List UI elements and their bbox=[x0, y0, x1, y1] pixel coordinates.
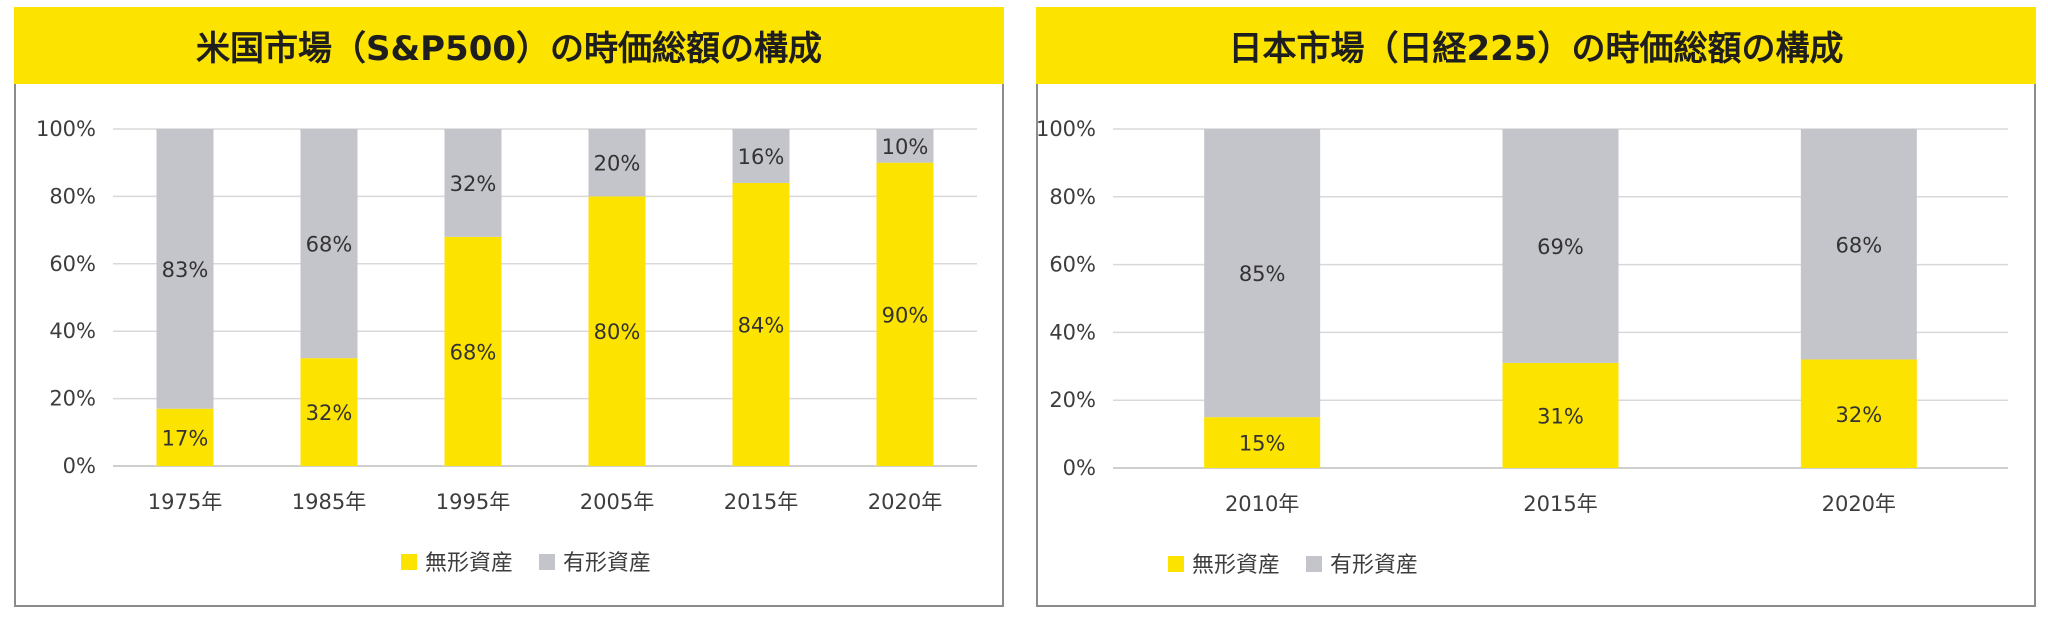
tangible-assets-bar bbox=[876, 129, 934, 163]
intangible-assets-bar bbox=[1204, 417, 1321, 468]
us-market-stacked-bar-chart: 0% 20% 40% 60% 80% 100% 17% 83% 1975年 32% 68% 1985年… bbox=[36, 117, 977, 576]
tangible-assets-data-label: 32% bbox=[450, 172, 497, 196]
legend-swatch-intangible-assets bbox=[1167, 556, 1184, 572]
y-tick-label: 40% bbox=[1049, 320, 1096, 344]
legend-label-tangible-assets: 有形資産 bbox=[1330, 553, 1418, 578]
tangible-assets-data-label: 69% bbox=[1537, 235, 1584, 259]
intangible-assets-data-label: 32% bbox=[1835, 403, 1882, 427]
tangible-assets-data-label: 85% bbox=[1239, 262, 1286, 286]
y-tick-label: 80% bbox=[1049, 185, 1096, 209]
legend-swatch-tangible-assets bbox=[1306, 556, 1322, 572]
japan-market-chart-panel: 日本市場（日経225）の時価総額の構成 0% 20% 40% 60% 80% 100% 15… bbox=[1036, 7, 2036, 607]
legend-label-intangible-assets: 無形資産 bbox=[1192, 553, 1280, 578]
x-category-label: 2020年 bbox=[868, 490, 942, 514]
y-tick-label: 20% bbox=[1049, 388, 1096, 412]
us-chart-legend: 無形資産 有形資産 bbox=[400, 551, 651, 576]
y-tick-label: 80% bbox=[49, 184, 96, 208]
intangible-assets-bar bbox=[876, 162, 934, 466]
tangible-assets-data-label: 83% bbox=[162, 258, 209, 282]
japan-chart-legend: 無形資産 有形資産 bbox=[1167, 553, 1418, 578]
tangible-assets-bar bbox=[1204, 129, 1321, 418]
tangible-assets-bar bbox=[1502, 129, 1619, 363]
intangible-assets-data-label: 90% bbox=[882, 303, 929, 327]
tangible-assets-bar bbox=[300, 129, 358, 359]
japan-market-stacked-bar-chart: 0% 20% 40% 60% 80% 100% 15% 85% 2010年 31% 69% 2015年… bbox=[1038, 117, 2008, 578]
legend-label-intangible-assets: 無形資産 bbox=[425, 551, 513, 576]
us-market-chart-title: 米国市場（S&P500）の時価総額の構成 bbox=[14, 7, 1004, 84]
y-tick-label: 60% bbox=[49, 252, 96, 276]
intangible-assets-data-label: 31% bbox=[1537, 404, 1584, 428]
y-tick-label: 60% bbox=[1049, 253, 1096, 277]
x-category-label: 2020年 bbox=[1822, 492, 1896, 516]
y-tick-label: 0% bbox=[63, 454, 96, 478]
intangible-assets-bar bbox=[1800, 359, 1917, 468]
tangible-assets-bar bbox=[1800, 129, 1917, 360]
x-category-label: 1975年 bbox=[148, 490, 222, 514]
tangible-assets-bar bbox=[588, 129, 646, 197]
intangible-assets-data-label: 17% bbox=[162, 426, 209, 450]
y-tick-label: 100% bbox=[36, 117, 96, 141]
tangible-assets-data-label: 10% bbox=[882, 135, 929, 159]
y-tick-label: 40% bbox=[49, 319, 96, 343]
intangible-assets-bar bbox=[588, 196, 646, 466]
tangible-assets-data-label: 16% bbox=[738, 145, 785, 169]
tangible-assets-data-label: 20% bbox=[594, 152, 641, 176]
intangible-assets-bar bbox=[1502, 362, 1619, 468]
tangible-assets-bar bbox=[732, 129, 790, 183]
intangible-assets-bar bbox=[300, 358, 358, 466]
intangible-assets-data-label: 84% bbox=[738, 313, 785, 337]
x-category-label: 2015年 bbox=[1523, 492, 1597, 516]
intangible-assets-data-label: 68% bbox=[450, 340, 497, 364]
tangible-assets-data-label: 68% bbox=[1835, 233, 1882, 257]
us-market-chart-panel: 米国市場（S&P500）の時価総額の構成 0% 20% 40% 60% 80% 100% 1… bbox=[14, 7, 1004, 607]
intangible-assets-bar bbox=[444, 236, 502, 466]
x-category-label: 2005年 bbox=[580, 490, 654, 514]
tangible-assets-data-label: 68% bbox=[306, 233, 353, 257]
japan-market-chart-title: 日本市場（日経225）の時価総額の構成 bbox=[1036, 7, 2036, 84]
intangible-assets-bar bbox=[156, 408, 214, 466]
y-tick-label: 0% bbox=[1063, 456, 1096, 480]
y-tick-label: 20% bbox=[49, 387, 96, 411]
intangible-assets-data-label: 15% bbox=[1239, 432, 1286, 456]
intangible-assets-data-label: 80% bbox=[594, 320, 641, 344]
intangible-assets-data-label: 32% bbox=[306, 401, 353, 425]
legend-label-tangible-assets: 有形資産 bbox=[563, 551, 651, 576]
tangible-assets-bar bbox=[444, 129, 502, 237]
tangible-assets-bar bbox=[156, 129, 214, 409]
x-category-label: 2015年 bbox=[724, 490, 798, 514]
x-category-label: 1985年 bbox=[292, 490, 366, 514]
intangible-assets-bar bbox=[732, 182, 790, 467]
legend-swatch-intangible-assets bbox=[400, 554, 417, 570]
legend-swatch-tangible-assets bbox=[539, 554, 555, 570]
y-tick-label: 100% bbox=[1038, 117, 1096, 141]
x-category-label: 2010年 bbox=[1225, 492, 1299, 516]
x-category-label: 1995年 bbox=[436, 490, 510, 514]
